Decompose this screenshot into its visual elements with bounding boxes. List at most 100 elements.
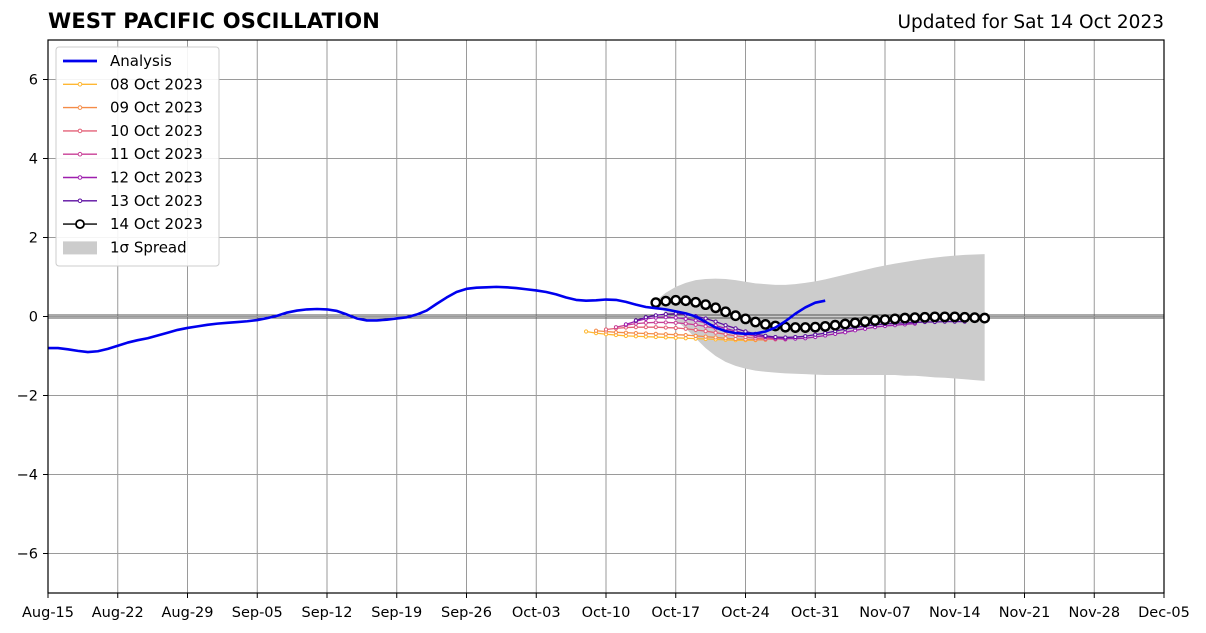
forecast-point — [720, 306, 731, 318]
forecast-point — [673, 332, 678, 337]
legend-marker — [77, 128, 83, 134]
x-tick-label: Oct-17 — [651, 605, 700, 621]
forecast-point — [653, 325, 658, 330]
legend-label: 12 Oct 2023 — [110, 169, 203, 187]
forecast-point — [643, 315, 648, 320]
forecast-point — [700, 299, 712, 311]
forecast-point — [730, 310, 741, 322]
forecast-point — [803, 334, 808, 339]
forecast-point — [703, 324, 708, 329]
forecast-point — [623, 322, 629, 327]
forecast-point — [909, 312, 921, 324]
forecast-point — [849, 317, 861, 329]
forecast-point — [713, 330, 718, 335]
forecast-point — [829, 319, 841, 331]
x-tick-label: Sep-19 — [371, 605, 422, 621]
forecast-point — [859, 316, 871, 328]
forecast-point — [683, 326, 688, 331]
grid-lines — [48, 40, 1164, 593]
forecast-point — [653, 313, 658, 318]
forecast-point — [663, 312, 668, 317]
forecast-point — [663, 325, 668, 330]
legend-label: 10 Oct 2023 — [110, 122, 203, 140]
legend-label: 14 Oct 2023 — [110, 215, 203, 233]
forecast-point — [789, 322, 801, 333]
x-tick-label: Aug-22 — [92, 605, 144, 621]
y-tick-label: 0 — [29, 310, 38, 326]
forecast-point — [673, 315, 678, 320]
x-tick-label: Oct-31 — [791, 605, 840, 621]
legend-swatch — [63, 241, 97, 255]
forecast-point — [703, 329, 708, 334]
forecast-point — [613, 330, 619, 335]
x-tick-label: Oct-03 — [512, 605, 561, 621]
forecast-point — [663, 320, 668, 325]
forecast-point — [723, 323, 728, 328]
series-layer — [48, 285, 991, 354]
chart-subtitle: Updated for Sat 14 Oct 2023 — [897, 12, 1164, 33]
forecast-point — [969, 312, 981, 324]
forecast-point — [693, 318, 698, 323]
forecast-point — [723, 332, 728, 337]
axes: Aug-15 Aug-22 Aug-29 Sep-05 Sep-12 Sep-19 Sep-… — [17, 39, 1190, 621]
forecast-point — [663, 332, 668, 337]
forecast-point — [643, 331, 648, 336]
forecast-point — [703, 334, 708, 339]
forecast-point — [763, 333, 768, 338]
legend-marker — [77, 105, 83, 110]
chart-title: WEST PACIFIC OSCILLATION — [48, 9, 381, 33]
x-tick-label: Aug-15 — [22, 605, 74, 621]
legend-label: 1σ Spread — [110, 238, 187, 256]
forecast-point — [613, 325, 619, 330]
forecast-point — [683, 316, 688, 321]
legend-marker — [77, 82, 83, 87]
forecast-point — [713, 319, 718, 324]
legend-label: Analysis — [110, 52, 172, 70]
forecast-point — [760, 318, 771, 330]
forecast-point — [693, 333, 698, 338]
x-tick-label: Oct-10 — [582, 605, 631, 621]
plot-frame — [47, 39, 1165, 594]
forecast-point — [643, 320, 648, 325]
forecast-point — [740, 313, 751, 325]
forecast-point — [703, 316, 708, 321]
forecast-point — [603, 327, 609, 332]
forecast-point — [660, 295, 672, 307]
forecast-point — [733, 326, 738, 331]
forecast-point — [979, 312, 991, 324]
forecast-point — [633, 330, 638, 336]
forecast-point — [899, 312, 911, 324]
forecast-series — [623, 315, 917, 341]
forecast-point — [779, 321, 791, 333]
forecast-point — [650, 297, 662, 309]
forecast-point — [680, 295, 692, 307]
x-tick-label: Nov-07 — [859, 605, 911, 621]
analysis-line — [48, 285, 826, 354]
forecast-point — [683, 321, 688, 326]
legend-marker — [77, 151, 83, 157]
y-tick-label: 6 — [29, 73, 38, 89]
legend-label: 13 Oct 2023 — [110, 192, 203, 210]
forecast-point — [733, 333, 738, 338]
forecast-point — [583, 329, 589, 334]
forecast-point — [673, 325, 678, 331]
forecast-point — [623, 330, 629, 335]
forecast-point — [793, 334, 798, 340]
legend: Analysis 08 Oct 2023 09 Oct 2023 10 Oct 202… — [55, 46, 220, 267]
forecast-point — [939, 311, 951, 323]
y-tick-label: 4 — [29, 152, 38, 168]
forecast-point — [633, 325, 638, 330]
forecast-point — [799, 322, 811, 333]
spread-band-layer — [655, 254, 985, 381]
legend-item: 08 Oct 2023 — [63, 75, 203, 93]
x-tick-label: Aug-29 — [162, 605, 214, 621]
forecast-point — [959, 311, 971, 323]
y-tick-label: −6 — [17, 547, 38, 563]
x-tick-label: Nov-28 — [1068, 605, 1120, 621]
x-tick-label: Oct-24 — [721, 605, 770, 621]
x-tick-label: Sep-26 — [441, 605, 492, 621]
legend-item: 12 Oct 2023 — [63, 169, 203, 187]
legend-item: 09 Oct 2023 — [63, 99, 203, 117]
x-tick-label: Nov-21 — [999, 605, 1051, 621]
